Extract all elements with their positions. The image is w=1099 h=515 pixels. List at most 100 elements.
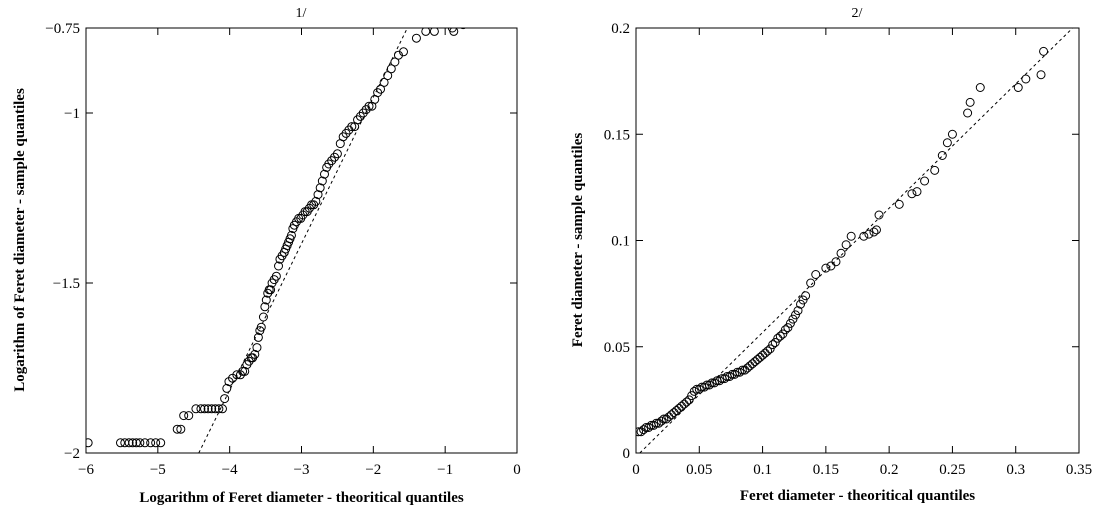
- data-point: [821, 263, 831, 273]
- data-point: [674, 403, 684, 413]
- data-point: [179, 411, 189, 421]
- data-point: [196, 404, 206, 414]
- y-tick-label: 0.15: [604, 127, 630, 143]
- y-tick-label: −2: [64, 446, 80, 462]
- data-point: [128, 438, 138, 448]
- chart-title: 2/: [852, 6, 863, 21]
- data-point: [399, 47, 409, 57]
- data-point: [639, 425, 649, 435]
- data-point: [651, 418, 661, 428]
- data-point: [217, 404, 227, 414]
- data-point: [250, 349, 260, 359]
- data-point: [311, 196, 321, 206]
- data-point: [871, 225, 881, 235]
- data-point: [963, 108, 973, 118]
- data-point: [659, 414, 669, 424]
- x-axis-label: Logarithm of Feret diameter - theoritica…: [139, 490, 464, 506]
- data-point: [1013, 83, 1023, 92]
- data-point: [146, 438, 156, 448]
- data-point: [768, 340, 778, 350]
- data-point: [411, 33, 421, 43]
- data-point: [386, 64, 396, 74]
- data-point: [735, 367, 745, 377]
- x-axis-label: Feret diameter - theoritical quantiles: [740, 488, 975, 504]
- data-point: [115, 438, 125, 448]
- x-tick-label: 0.35: [1066, 462, 1092, 478]
- data-point: [315, 183, 325, 193]
- data-point: [1036, 70, 1046, 80]
- data-point: [874, 210, 884, 220]
- data-point: [131, 438, 141, 448]
- data-point: [755, 352, 765, 362]
- y-axis-label: Feret diameter - sample quantiles: [570, 133, 586, 348]
- data-point: [313, 190, 323, 200]
- data-point: [942, 138, 952, 148]
- data-point: [156, 438, 166, 448]
- y-tick-label: −0.75: [45, 21, 80, 37]
- data-point: [869, 227, 879, 237]
- data-point: [429, 28, 439, 36]
- data-point: [86, 438, 93, 448]
- data-point: [319, 169, 329, 179]
- data-point: [737, 365, 747, 375]
- data-point: [644, 423, 654, 432]
- data-point: [317, 176, 327, 186]
- plot-data: [636, 28, 1074, 453]
- reference-line: [639, 28, 1074, 453]
- data-point: [975, 83, 985, 92]
- x-tick-label: 0: [632, 462, 640, 478]
- data-point: [258, 312, 268, 322]
- data-point: [920, 176, 930, 186]
- data-point: [742, 363, 752, 373]
- plot-frame: [635, 27, 1080, 454]
- data-point: [730, 369, 740, 379]
- data-point: [715, 376, 725, 386]
- y-axis-label: Logarithm of Feret diameter - sample qua…: [12, 88, 28, 392]
- data-point: [376, 84, 386, 94]
- data-point: [191, 404, 201, 414]
- x-tick-label: 0.2: [880, 462, 899, 478]
- chart-panel-2: 2/0 0.05 0.1 0.15 0.2 0.25 0.3 0.35 0 0.05 0.1 0.15…: [570, 6, 1092, 504]
- data-point: [214, 404, 224, 414]
- chart-panel-1: 1/ −6 −5 −4 −3 −2 −1 0 −2 −1.5 −1 −0.75 Logarithm of…: [12, 6, 521, 506]
- data-point: [286, 230, 296, 240]
- data-point: [826, 261, 836, 271]
- y-tick-label: 0.2: [611, 21, 630, 37]
- data-point: [747, 359, 757, 369]
- data-point: [704, 380, 714, 390]
- plot-data: [86, 28, 467, 453]
- data-point: [937, 151, 947, 160]
- data-point: [207, 404, 217, 414]
- data-point: [274, 261, 284, 271]
- data-point: [894, 199, 904, 209]
- data-point: [172, 424, 182, 434]
- data-point: [649, 420, 659, 430]
- data-point: [912, 187, 922, 197]
- data-point: [266, 285, 276, 295]
- data-point: [220, 394, 230, 404]
- data-point: [699, 382, 709, 392]
- x-tick-label: 0.1: [753, 462, 772, 478]
- data-point: [760, 348, 770, 358]
- x-tick-label: −6: [78, 462, 94, 478]
- x-tick-label: −3: [294, 462, 310, 478]
- data-point: [763, 346, 773, 356]
- data-point: [347, 122, 357, 132]
- x-tick-label: 0.05: [686, 462, 712, 478]
- x-tick-label: −1: [437, 462, 453, 478]
- data-point: [222, 383, 232, 393]
- data-point: [151, 438, 161, 448]
- data-point: [666, 410, 676, 420]
- data-point: [332, 149, 342, 159]
- data-point: [750, 357, 760, 367]
- x-tick-label: −2: [365, 462, 381, 478]
- data-point: [965, 97, 975, 107]
- data-point: [253, 332, 263, 342]
- x-tick-label: −4: [222, 462, 238, 478]
- data-point: [393, 50, 403, 60]
- data-point: [664, 412, 674, 422]
- data-point: [176, 424, 186, 434]
- data-point: [271, 271, 281, 281]
- data-point: [775, 331, 785, 341]
